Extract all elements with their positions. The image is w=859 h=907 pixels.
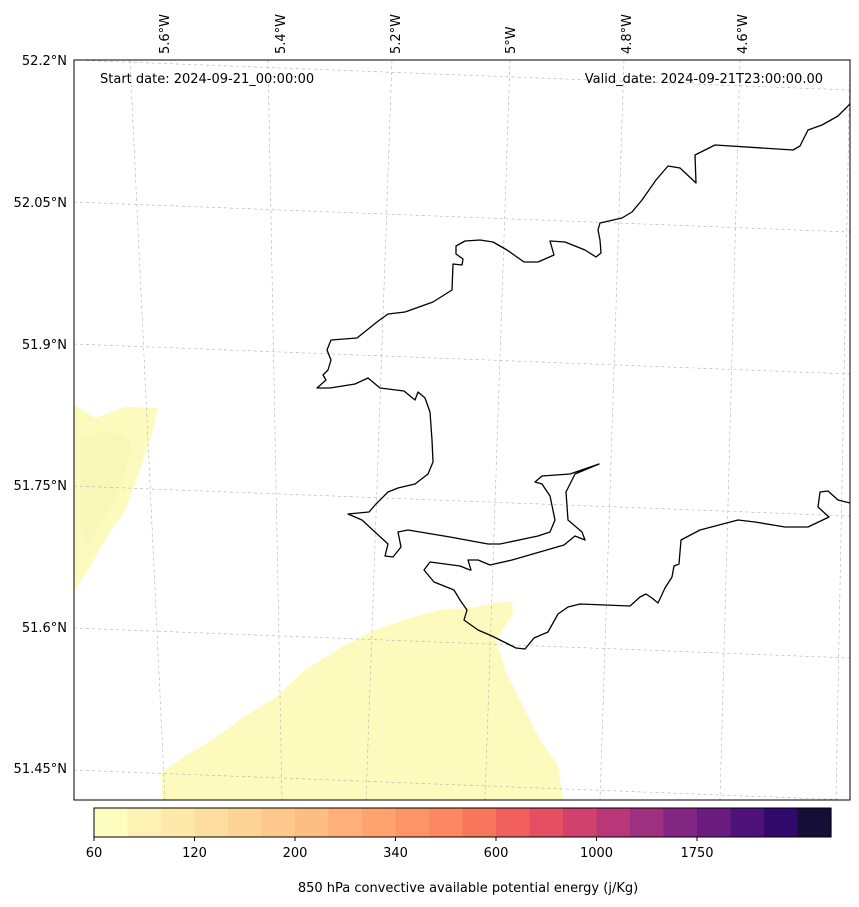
valid-date-label: Valid_date: 2024-09-21T23:00:00.00 bbox=[585, 72, 823, 87]
coastline-main bbox=[316, 103, 850, 650]
lon-label: 5.6°W bbox=[158, 14, 173, 54]
colorbar-tick-label: 600 bbox=[484, 846, 509, 861]
start-date-label: Start date: 2024-09-21_00:00:00 bbox=[100, 72, 314, 87]
lon-label: 5°W bbox=[504, 26, 519, 54]
colorbar-tick-label: 200 bbox=[283, 846, 308, 861]
colorbar-tick-label: 1000 bbox=[580, 846, 613, 861]
colorbar-swatch bbox=[630, 808, 665, 837]
colorbar-swatch bbox=[261, 808, 296, 837]
map-area: Start date: 2024-09-21_00:00:00 Valid_da… bbox=[74, 60, 850, 800]
colorbar-swatch bbox=[663, 808, 698, 837]
lat-label: 52.05°N bbox=[14, 196, 67, 211]
colorbar-tick-label: 120 bbox=[182, 846, 207, 861]
colorbar-swatch bbox=[529, 808, 564, 837]
colorbar-tick-label: 340 bbox=[383, 846, 408, 861]
cape-fill-west-inner bbox=[80, 432, 132, 548]
colorbar-swatch bbox=[596, 808, 631, 837]
colorbar-swatch bbox=[697, 808, 732, 837]
lon-label: 5.4°W bbox=[274, 14, 289, 54]
lat-label: 51.6°N bbox=[22, 621, 67, 636]
colorbar-swatch bbox=[161, 808, 196, 837]
cape-fill-south bbox=[162, 601, 563, 800]
colorbar-swatch bbox=[228, 808, 263, 837]
colorbar-swatch bbox=[429, 808, 464, 837]
colorbar: 60 120 200 340 600 1000 1750 850 hPa convectiv… bbox=[86, 807, 832, 896]
colorbar-swatches bbox=[94, 808, 832, 837]
colorbar-tick-label: 1750 bbox=[680, 846, 713, 861]
colorbar-swatch bbox=[328, 808, 363, 837]
colorbar-swatch bbox=[730, 808, 765, 837]
colorbar-frame bbox=[93, 807, 832, 838]
lat-label: 51.45°N bbox=[14, 762, 67, 777]
colorbar-ticks: 60 120 200 340 600 1000 1750 bbox=[86, 837, 714, 861]
colorbar-swatch bbox=[563, 808, 598, 837]
colorbar-swatch bbox=[362, 808, 397, 837]
lat-label: 52.2°N bbox=[22, 54, 67, 69]
lat-label: 51.9°N bbox=[22, 338, 67, 353]
colorbar-swatch bbox=[797, 808, 832, 837]
colorbar-swatch bbox=[764, 808, 799, 837]
latitude-labels: 52.2°N 52.05°N 51.9°N 51.75°N 51.6°N 51.… bbox=[14, 54, 67, 777]
colorbar-swatch bbox=[127, 808, 162, 837]
colorbar-swatch bbox=[395, 808, 430, 837]
longitude-labels: 5.6°W 5.4°W 5.2°W 5°W 4.8°W 4.6°W bbox=[158, 14, 751, 54]
lon-label: 4.8°W bbox=[620, 14, 635, 54]
coastline bbox=[316, 103, 850, 650]
colorbar-swatch bbox=[496, 808, 531, 837]
map-frame bbox=[73, 59, 851, 801]
lon-label: 5.2°W bbox=[389, 14, 404, 54]
lon-label: 4.6°W bbox=[736, 14, 751, 54]
colorbar-swatch bbox=[94, 808, 129, 837]
lat-label: 51.75°N bbox=[14, 479, 67, 494]
colorbar-swatch bbox=[194, 808, 229, 837]
colorbar-swatch bbox=[462, 808, 497, 837]
colorbar-label: 850 hPa convective available potential e… bbox=[298, 881, 638, 896]
colorbar-swatch bbox=[295, 808, 330, 837]
colorbar-tick-label: 60 bbox=[86, 846, 103, 861]
